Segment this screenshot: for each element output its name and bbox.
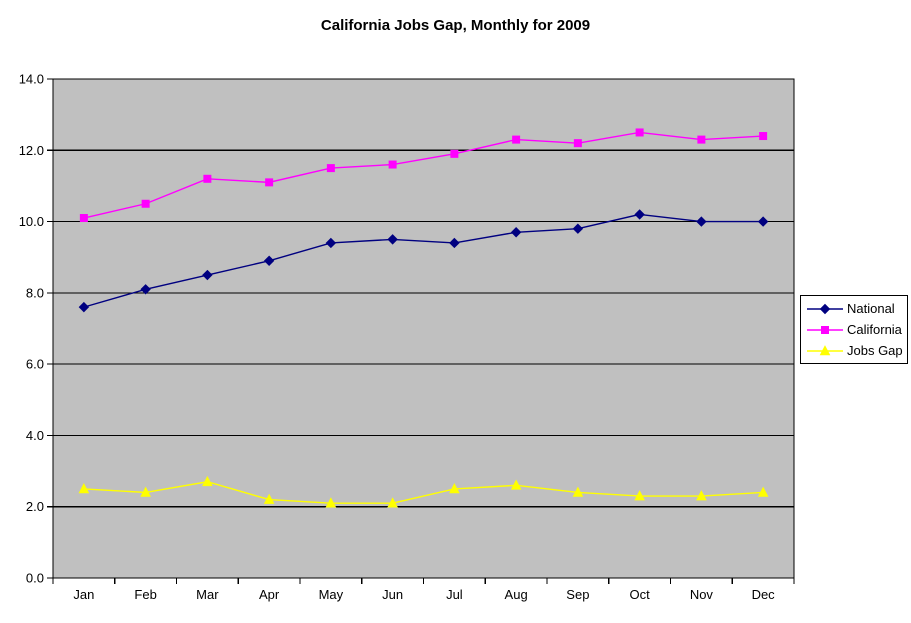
data-point-marker-national-nov: [696, 216, 707, 227]
data-point-marker-national-sep: [572, 223, 584, 234]
data-point-marker-national-oct: [634, 209, 645, 220]
legend-label-jobs-gap: Jobs Gap: [847, 343, 903, 358]
chart-title: California Jobs Gap, Monthly for 2009: [320, 17, 591, 34]
data-point-marker-national-mar: [202, 269, 213, 281]
data-point-marker-national-may: [325, 237, 337, 249]
x-axis-tick-label: Nov: [690, 587, 714, 602]
data-point-marker-california-apr: [265, 178, 274, 187]
y-axis-tick-label: 8.0: [26, 285, 44, 300]
legend-label-california: California: [847, 322, 902, 337]
y-axis-tick-label: 12.0: [19, 143, 44, 158]
series-national: [78, 209, 769, 313]
y-axis-tick-label: 14.0: [19, 72, 44, 87]
data-point-marker-california-nov: [697, 135, 706, 144]
data-point-marker-national-jan: [78, 301, 90, 313]
data-point-marker-legend-jobs-gap: [819, 344, 831, 355]
data-point-marker-jobs-gap-may: [325, 497, 337, 508]
data-point-marker-national-jul: [449, 237, 460, 249]
x-axis-tick-label: Dec: [752, 587, 776, 602]
data-point-marker-california-aug: [512, 135, 521, 144]
data-point-marker-jobs-gap-sep: [572, 486, 584, 497]
series-jobs-gap: [78, 475, 769, 508]
y-axis-tick-label: 4.0: [26, 428, 44, 443]
data-point-marker-jobs-gap-dec: [757, 486, 769, 497]
data-point-marker-california-sep: [573, 139, 582, 148]
data-point-marker-national-apr: [263, 255, 275, 266]
data-point-marker-jobs-gap-oct: [634, 490, 645, 501]
legend-item-jobs-gap: Jobs Gap: [801, 340, 907, 361]
x-axis-tick-label: Sep: [566, 587, 589, 602]
data-point-marker-california-may: [326, 164, 335, 173]
data-point-marker-california-feb: [141, 199, 150, 208]
series-california: [79, 128, 768, 223]
x-axis-tick-label: Apr: [259, 587, 280, 602]
data-point-marker-national-jun: [387, 234, 398, 245]
legend-label-national: National: [847, 301, 895, 316]
y-axis-tick-label: 6.0: [26, 357, 44, 372]
data-point-marker-jobs-gap-jan: [78, 483, 90, 494]
x-axis-tick-label: Feb: [134, 587, 156, 602]
x-axis-tick-label: May: [319, 587, 344, 602]
legend-item-national: National: [801, 298, 907, 319]
x-axis-tick-label: Jun: [382, 587, 403, 602]
y-axis-tick-label: 0.0: [26, 571, 44, 586]
data-point-marker-jobs-gap-feb: [140, 486, 151, 497]
data-point-marker-jobs-gap-aug: [510, 479, 522, 490]
data-point-marker-jobs-gap-nov: [696, 490, 707, 501]
data-point-marker-california-dec: [759, 132, 768, 141]
x-axis-tick-label: Jan: [73, 587, 94, 602]
x-axis-tick-label: Oct: [630, 587, 651, 602]
series-line-california: [83, 131, 764, 219]
data-point-marker-jobs-gap-jun: [387, 497, 398, 508]
legend-swatch-national: [807, 303, 843, 314]
data-point-marker-california-jul: [450, 149, 459, 158]
data-point-marker-jobs-gap-apr: [263, 493, 275, 504]
x-axis-tick-label: Jul: [446, 587, 463, 602]
data-point-marker-california-jun: [388, 160, 397, 169]
data-point-marker-legend-national: [819, 303, 831, 314]
legend-swatch-california: [807, 325, 843, 334]
y-axis-tick-label: 10.0: [19, 214, 44, 229]
data-point-marker-jobs-gap-mar: [202, 475, 213, 487]
legend-swatch-jobs-gap: [807, 344, 843, 355]
data-point-marker-national-aug: [510, 227, 522, 238]
data-point-marker-legend-california: [821, 325, 829, 334]
x-axis-tick-label: Mar: [196, 587, 219, 602]
plot-area: [53, 79, 794, 578]
data-point-marker-california-mar: [203, 174, 212, 183]
x-axis-tick-label: Aug: [505, 587, 528, 602]
legend-item-california: California: [801, 319, 907, 340]
data-point-marker-california-jan: [79, 214, 88, 223]
data-point-marker-jobs-gap-jul: [449, 483, 460, 494]
data-point-marker-national-feb: [140, 284, 151, 295]
legend: National California Jobs Gap: [800, 295, 908, 364]
y-axis-tick-label: 2.0: [26, 499, 44, 514]
series-line-national: [83, 213, 764, 308]
series-line-jobs-gap: [83, 481, 764, 504]
data-point-marker-california-oct: [635, 128, 644, 137]
data-point-marker-national-dec: [757, 216, 769, 227]
